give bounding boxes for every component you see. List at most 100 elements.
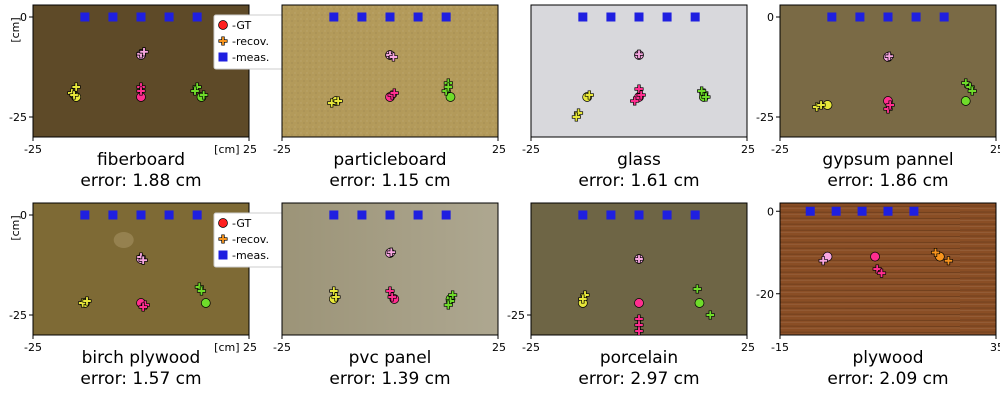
measured-point: [883, 206, 893, 216]
panel-frame: [530, 4, 748, 138]
y-unit-label: [cm]: [9, 215, 22, 240]
measured-point: [690, 12, 700, 22]
gt-point: [694, 298, 705, 308]
measured-point: [805, 206, 815, 216]
panel-texture: [282, 5, 498, 137]
measured-point: [883, 12, 893, 22]
x-tick-label: 25: [990, 143, 1000, 156]
measured-point: [80, 12, 90, 22]
panel-frame: [281, 4, 499, 138]
panel-title: particleboard: [333, 150, 446, 170]
legend-label: -GT: [232, 217, 252, 230]
panel-error: error: 1.57 cm: [80, 369, 201, 389]
panel-title: fiberboard: [97, 150, 185, 170]
measured-point: [855, 12, 865, 22]
measured-point: [80, 210, 90, 220]
legend-label: -recov.: [232, 233, 269, 246]
x-tick-label: -25: [273, 341, 291, 354]
y-tick-label: -25: [9, 309, 27, 322]
x-tick-label: -25: [522, 143, 540, 156]
measured-point: [662, 210, 672, 220]
panel-error: error: 2.09 cm: [827, 369, 948, 389]
recovered-point: [634, 254, 644, 264]
recovered-point: [443, 300, 453, 310]
gt-point: [200, 298, 211, 308]
recovered-point: [692, 284, 702, 294]
recovered-point: [71, 82, 81, 92]
x-tick-label: [cm] 25: [214, 143, 257, 156]
x-tick-label: 25: [492, 341, 506, 354]
panel-error: error: 1.61 cm: [578, 171, 699, 191]
recovered-point: [387, 292, 397, 302]
legend-label: -meas.: [232, 51, 269, 64]
panel-background: [33, 5, 249, 137]
gt-point: [634, 298, 644, 308]
panel-title: birch plywood: [82, 348, 201, 368]
panel-error: error: 1.15 cm: [329, 171, 450, 191]
y-tick-label: -25: [9, 111, 27, 124]
recovered-point: [139, 47, 149, 57]
y-tick-label: -25: [507, 309, 525, 322]
recovered-point: [578, 294, 588, 304]
recovered-point: [818, 256, 828, 266]
panel-error: error: 1.39 cm: [329, 369, 450, 389]
measured-point: [164, 12, 174, 22]
measured-point: [827, 12, 837, 22]
recovered-point: [884, 51, 894, 61]
measured-point: [857, 206, 867, 216]
recovered-point: [967, 86, 977, 96]
legend-gt-marker: [218, 20, 228, 30]
recovered-point: [333, 96, 343, 106]
gt-point: [960, 96, 971, 106]
recovered-point: [448, 290, 458, 300]
measured-point: [662, 12, 672, 22]
x-tick-label: -15: [771, 341, 789, 354]
measured-point: [939, 12, 949, 22]
legend-label: -recov.: [232, 35, 269, 48]
measured-point: [329, 12, 339, 22]
panel-title: plywood: [852, 348, 923, 368]
x-tick-label: -25: [771, 143, 789, 156]
recovered-point: [697, 86, 707, 96]
panel-texture: [282, 203, 498, 335]
panel-title: porcelain: [600, 348, 678, 368]
recovered-point: [876, 268, 887, 278]
y-unit-label: [cm]: [9, 17, 22, 42]
recovered-point: [386, 247, 396, 257]
y-tick-label: 0: [20, 209, 27, 222]
legend-recovered-marker: [218, 36, 228, 46]
x-tick-label: -25: [24, 341, 42, 354]
recovered-point: [69, 90, 79, 100]
panel-texture: [113, 231, 134, 248]
panel-title: glass: [617, 150, 661, 170]
recovered-point: [138, 302, 148, 312]
panel-background: [33, 203, 249, 335]
panel-error: error: 2.97 cm: [578, 369, 699, 389]
panel-error: error: 1.88 cm: [80, 171, 201, 191]
panel-title: gypsum pannel: [822, 150, 953, 170]
legend-measured-marker: [218, 52, 228, 62]
recovered-point: [196, 286, 207, 296]
x-tick-label: -25: [522, 341, 540, 354]
panel-frame: [32, 202, 250, 336]
measured-point: [108, 210, 118, 220]
recovered-point: [190, 86, 200, 96]
y-tick-label: -25: [756, 111, 774, 124]
recovered-point: [571, 112, 581, 122]
legend-measured-marker: [218, 250, 228, 260]
panel-error: error: 1.86 cm: [827, 171, 948, 191]
recovered-point: [388, 52, 399, 62]
recovered-point: [634, 326, 644, 336]
measured-point: [634, 12, 644, 22]
y-tick-label: 0: [20, 11, 27, 24]
measured-point: [413, 210, 423, 220]
x-tick-label: 25: [492, 143, 506, 156]
recovered-point: [634, 49, 644, 59]
